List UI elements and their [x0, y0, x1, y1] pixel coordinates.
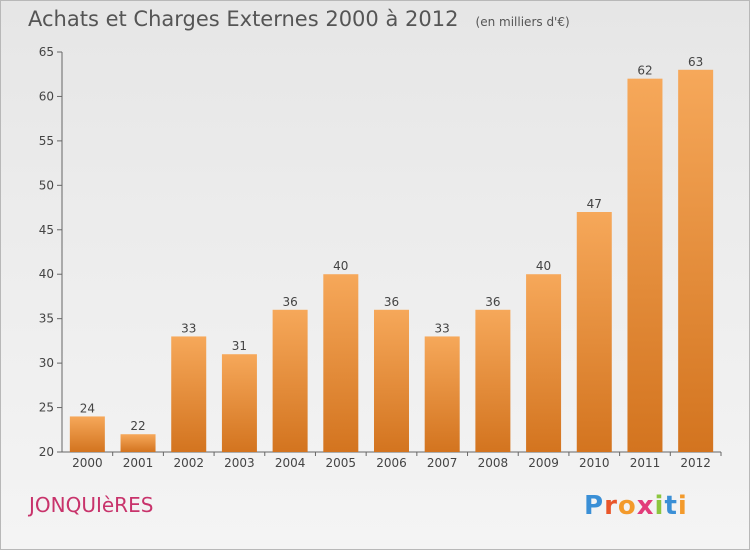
data-label: 33: [181, 321, 196, 335]
x-tick-label: 2003: [224, 456, 255, 470]
data-label: 36: [485, 295, 500, 309]
logo-letter: o: [617, 491, 637, 521]
x-tick-label: 2008: [478, 456, 509, 470]
proxiti-logo: Proxiti: [584, 491, 688, 521]
x-tick-label: 2006: [376, 456, 407, 470]
bar: [576, 212, 612, 452]
y-tick-label: 55: [39, 134, 54, 148]
data-label: 33: [435, 321, 450, 335]
data-label: 40: [536, 259, 551, 273]
y-tick-label: 40: [39, 267, 54, 281]
y-tick-label: 20: [39, 445, 54, 459]
x-tick-label: 2007: [427, 456, 458, 470]
y-tick-label: 45: [39, 223, 54, 237]
chart-axes: 20 25 30 35 40 45 50 55 60 65 2000 2001 2002 2003 2004…: [39, 45, 722, 470]
chart-title: Achats et Charges Externes 2000 à 2012: [28, 7, 459, 31]
data-label: 36: [282, 295, 297, 309]
bar: [69, 416, 105, 452]
y-tick-label: 25: [39, 401, 54, 415]
x-tick-label: 2011: [630, 456, 661, 470]
data-label: 36: [384, 295, 399, 309]
bar: [171, 336, 207, 452]
bar: [323, 274, 359, 452]
bar: [627, 78, 663, 453]
x-tick-label: 2005: [326, 456, 357, 470]
bar: [374, 309, 409, 452]
bar: [526, 274, 562, 452]
bar: [221, 354, 257, 452]
data-label: 40: [333, 259, 348, 273]
data-label: 62: [637, 64, 652, 78]
y-tick-label: 65: [39, 45, 54, 59]
bar: [120, 434, 156, 452]
logo-letter: r: [604, 491, 618, 521]
y-tick-label: 60: [39, 89, 54, 103]
x-tick-label: 2001: [123, 456, 154, 470]
data-label: 22: [130, 419, 145, 433]
data-label: 47: [587, 197, 602, 211]
bar: [678, 69, 714, 453]
x-tick-label: 2004: [275, 456, 306, 470]
bar: [272, 309, 308, 452]
chart-bars: [69, 69, 714, 453]
y-tick-label: 30: [39, 356, 54, 370]
data-label: 31: [232, 339, 247, 353]
x-tick-label: 2012: [680, 456, 711, 470]
bar: [424, 336, 460, 452]
data-label: 24: [80, 401, 95, 415]
logo-letter: t: [664, 491, 678, 521]
commune-name: JONQUIèRES: [29, 493, 154, 517]
y-tick-label: 50: [39, 178, 54, 192]
x-tick-label: 2002: [173, 456, 204, 470]
chart-unit: (en milliers d'€): [475, 15, 570, 29]
x-tick-label: 2009: [528, 456, 559, 470]
logo-letter: x: [636, 491, 655, 521]
logo-letter: i: [677, 491, 688, 521]
logo-letter: i: [654, 491, 665, 521]
x-tick-label: 2000: [72, 456, 103, 470]
bar: [475, 309, 511, 452]
y-tick-label: 35: [39, 312, 54, 326]
logo-letter: P: [584, 491, 605, 521]
data-label: 63: [688, 55, 703, 69]
chart-labels: 24 22 33 31 36 40 36 33 36 40 47 62 63: [80, 55, 704, 433]
x-tick-label: 2010: [579, 456, 610, 470]
chart-title-block: Achats et Charges Externes 2000 à 2012 (…: [28, 7, 570, 31]
